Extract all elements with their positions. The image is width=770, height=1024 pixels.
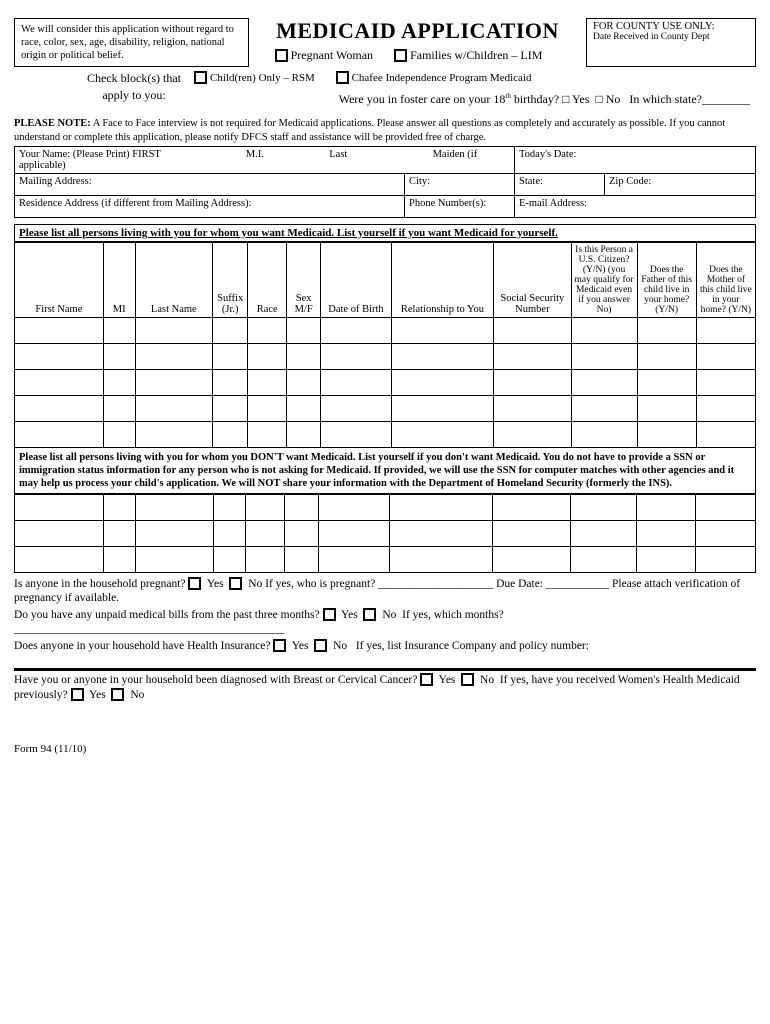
section2-text: Please list all persons living with you … bbox=[14, 448, 756, 494]
table-row[interactable] bbox=[15, 369, 756, 395]
county-date-label: Date Received in County Dept bbox=[593, 32, 749, 42]
label-pregnant-woman: Pregnant Woman bbox=[291, 48, 373, 62]
lbl-no: No bbox=[248, 578, 262, 590]
checkbox-pregnant-woman[interactable] bbox=[275, 49, 288, 62]
checkbox-children-rsm[interactable] bbox=[194, 71, 207, 84]
name-mi-label: M.I. bbox=[246, 149, 264, 160]
checkbox-bills-no[interactable] bbox=[363, 608, 376, 621]
col-suffix: Suffix (Jr.) bbox=[213, 242, 248, 317]
col-race: Race bbox=[248, 242, 287, 317]
foster-yes: Yes bbox=[572, 92, 589, 106]
lbl-no5: No bbox=[130, 689, 144, 701]
label-families-lim: Families w/Children – LIM bbox=[410, 48, 542, 62]
residence-label: Residence Address (if different from Mai… bbox=[19, 198, 252, 209]
applicant-info-table: Your Name: (Please Print) FIRST M.I. Las… bbox=[14, 146, 756, 218]
checkbox-chafee[interactable] bbox=[336, 71, 349, 84]
checkbox-cancer-prev-no[interactable] bbox=[111, 688, 124, 701]
ins-q: Does anyone in your household have Healt… bbox=[14, 640, 270, 652]
table-row[interactable] bbox=[15, 547, 756, 573]
col-father: Does the Father of this child live in yo… bbox=[637, 242, 696, 317]
col-rel: Relationship to You bbox=[391, 242, 493, 317]
pregnant-question-line: Is anyone in the household pregnant? Yes… bbox=[14, 577, 756, 604]
lbl-no3: No bbox=[333, 640, 347, 652]
please-note: PLEASE NOTE: A Face to Face interview is… bbox=[14, 117, 756, 143]
state-label: State: bbox=[519, 176, 543, 187]
col-ssn: Social Security Number bbox=[494, 242, 571, 317]
ins-list: If yes, list Insurance Company and polic… bbox=[356, 640, 589, 652]
table-row[interactable] bbox=[15, 495, 756, 521]
lbl-yes4: Yes bbox=[439, 674, 456, 686]
col-first: First Name bbox=[15, 242, 104, 317]
col-last: Last Name bbox=[135, 242, 212, 317]
col-mi: MI bbox=[103, 242, 135, 317]
form-footer: Form 94 (11/10) bbox=[14, 743, 756, 755]
check-blocks-label: Check block(s) that bbox=[87, 71, 181, 85]
pregnant-q: Is anyone in the household pregnant? bbox=[14, 578, 186, 590]
table-row[interactable] bbox=[15, 521, 756, 547]
name-last-label: Last bbox=[329, 149, 347, 160]
header-row: We will consider this application withou… bbox=[14, 18, 756, 67]
phone-label: Phone Number(s): bbox=[409, 198, 486, 209]
checkbox-ins-yes[interactable] bbox=[273, 639, 286, 652]
todays-date-label: Today's Date: bbox=[519, 149, 576, 160]
section1-title: Please list all persons living with you … bbox=[14, 224, 756, 242]
title-column: MEDICAID APPLICATION Pregnant Woman Fami… bbox=[255, 18, 580, 67]
checkbox-cancer-prev-yes[interactable] bbox=[71, 688, 84, 701]
insurance-question-line: Does anyone in your household have Healt… bbox=[14, 639, 756, 654]
name-first-label: Your Name: (Please Print) FIRST bbox=[19, 149, 161, 160]
apply-to-you-label: apply to you: bbox=[102, 88, 165, 102]
divider bbox=[14, 668, 756, 671]
foster-state: In which state?________ bbox=[629, 92, 750, 106]
bills-question-line: Do you have any unpaid medical bills fro… bbox=[14, 608, 756, 635]
lbl-yes3: Yes bbox=[292, 640, 309, 652]
label-children-rsm: Child(ren) Only – RSM bbox=[210, 72, 315, 84]
county-use-box: FOR COUNTY USE ONLY: Date Received in Co… bbox=[586, 18, 756, 67]
lbl-no4: No bbox=[480, 674, 494, 686]
city-label: City: bbox=[409, 176, 430, 187]
table-row[interactable] bbox=[15, 343, 756, 369]
table-row[interactable] bbox=[15, 317, 756, 343]
mailing-label: Mailing Address: bbox=[19, 176, 92, 187]
col-mother: Does the Mother of this child live in yo… bbox=[696, 242, 755, 317]
table-row[interactable] bbox=[15, 421, 756, 447]
non-medicaid-table bbox=[14, 494, 756, 573]
lbl-yes: Yes bbox=[207, 578, 224, 590]
checkbox-ins-no[interactable] bbox=[314, 639, 327, 652]
medicaid-members-table: First Name MI Last Name Suffix (Jr.) Rac… bbox=[14, 242, 756, 448]
disclaimer-box: We will consider this application withou… bbox=[14, 18, 249, 67]
foster-no: No bbox=[606, 92, 621, 106]
apply-row: apply to you: Were you in foster care on… bbox=[14, 88, 756, 107]
checkbox-cancer-yes[interactable] bbox=[420, 673, 433, 686]
label-chafee: Chafee Independence Program Medicaid bbox=[352, 72, 532, 84]
lbl-no2: No bbox=[382, 609, 396, 621]
bills-which: If yes, which months? bbox=[402, 609, 504, 621]
pregnant-who: If yes, who is pregnant? bbox=[265, 578, 375, 590]
col-dob: Date of Birth bbox=[321, 242, 392, 317]
checkbox-cancer-no[interactable] bbox=[461, 673, 474, 686]
checkbox-bills-yes[interactable] bbox=[323, 608, 336, 621]
county-use-title: FOR COUNTY USE ONLY: bbox=[593, 21, 749, 32]
page-title: MEDICAID APPLICATION bbox=[255, 18, 580, 44]
table-row[interactable] bbox=[15, 395, 756, 421]
lbl-yes2: Yes bbox=[341, 609, 358, 621]
checkbox-pregnant-yes[interactable] bbox=[188, 577, 201, 590]
check-blocks-row: Check block(s) that Child(ren) Only – RS… bbox=[14, 71, 756, 86]
checkbox-families-lim[interactable] bbox=[394, 49, 407, 62]
cancer-question-line: Have you or anyone in your household bee… bbox=[14, 673, 756, 703]
col-sex: Sex M/F bbox=[287, 242, 321, 317]
note-bold: PLEASE NOTE: bbox=[14, 118, 91, 129]
checkbox-pregnant-no[interactable] bbox=[229, 577, 242, 590]
due-date-label: Due Date: bbox=[496, 578, 543, 590]
zip-label: Zip Code: bbox=[609, 176, 651, 187]
cancer-q: Have you or anyone in your household bee… bbox=[14, 674, 417, 686]
foster-question-prefix: Were you in foster care on your 18 bbox=[339, 92, 506, 106]
note-text: A Face to Face interview is not required… bbox=[14, 118, 725, 142]
col-citizen: Is this Person a U.S. Citizen? (Y/N) (yo… bbox=[571, 242, 637, 317]
lbl-yes5: Yes bbox=[89, 689, 106, 701]
email-label: E-mail Address: bbox=[519, 198, 587, 209]
foster-question-suffix: birthday? bbox=[511, 92, 559, 106]
bills-q: Do you have any unpaid medical bills fro… bbox=[14, 609, 320, 621]
